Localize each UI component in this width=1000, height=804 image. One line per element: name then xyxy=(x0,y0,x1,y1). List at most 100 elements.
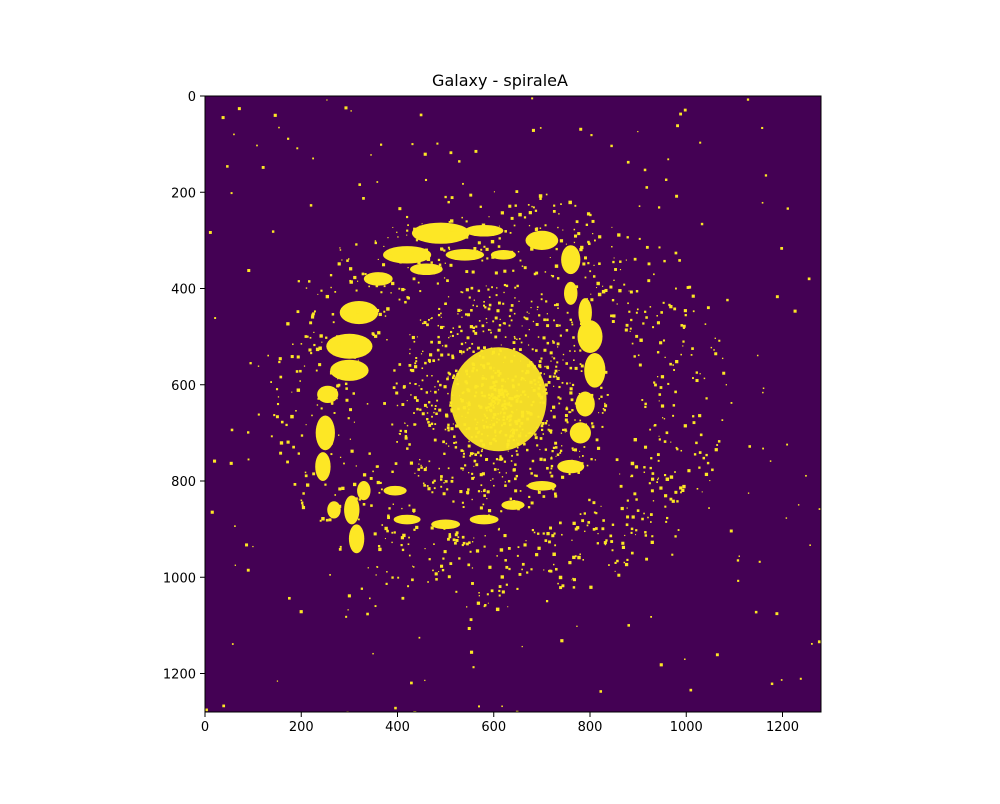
galaxy-speck xyxy=(510,410,513,413)
spiral-arm-speck xyxy=(341,259,343,261)
spiral-arm-speck xyxy=(386,307,390,311)
spiral-arm-speck xyxy=(716,444,719,446)
star-point xyxy=(270,381,273,383)
star-point xyxy=(252,545,254,548)
spiral-arm-speck xyxy=(374,241,377,245)
spiral-arm-speck xyxy=(355,243,358,246)
galaxy-speck xyxy=(433,411,435,414)
galaxy-speck xyxy=(534,436,538,440)
spiral-arm-segment xyxy=(326,333,373,359)
galaxy-speck xyxy=(466,492,469,495)
spiral-arm-speck xyxy=(673,307,677,311)
spiral-arm-speck xyxy=(710,346,713,349)
galaxy-speck xyxy=(462,469,464,471)
galaxy-speck xyxy=(554,494,558,498)
spiral-arm-speck xyxy=(652,326,655,329)
spiral-arm-speck xyxy=(378,284,380,286)
galaxy-speck xyxy=(516,409,518,411)
star-point xyxy=(394,706,397,710)
galaxy-speck xyxy=(544,388,547,391)
spiral-arm-speck xyxy=(626,515,630,519)
spiral-arm-speck xyxy=(577,555,581,560)
star-point xyxy=(560,639,564,643)
galaxy-speck xyxy=(448,445,450,447)
spiral-arm-speck xyxy=(534,227,538,231)
spiral-arm-speck xyxy=(430,261,433,264)
galaxy-speck xyxy=(464,380,467,383)
galaxy-speck xyxy=(530,501,534,505)
galaxy-speck xyxy=(568,411,571,414)
galaxy-speck xyxy=(602,407,605,410)
galaxy-speck xyxy=(478,354,481,357)
spiral-arm-speck xyxy=(347,417,350,420)
star-point xyxy=(334,494,337,496)
galaxy-speck xyxy=(509,431,512,433)
spiral-arm-segment xyxy=(363,272,393,286)
galaxy-speck xyxy=(421,412,425,416)
spiral-arm-speck xyxy=(625,323,629,327)
galaxy-speck xyxy=(427,487,431,491)
galaxy-speck xyxy=(471,498,473,501)
galaxy-speck xyxy=(526,448,529,452)
galaxy-speck xyxy=(547,381,551,384)
star-point xyxy=(287,137,290,140)
spiral-arm-speck xyxy=(343,462,345,465)
spiral-arm-speck xyxy=(371,306,375,310)
galaxy-speck xyxy=(572,449,575,452)
spiral-arm-speck xyxy=(311,414,313,417)
spiral-arm-speck xyxy=(331,402,334,405)
spiral-arm-speck xyxy=(592,501,596,505)
chart-title: Galaxy - spiraleA xyxy=(432,71,568,90)
spiral-arm-speck xyxy=(664,356,666,359)
spiral-arm-speck xyxy=(698,466,701,469)
spiral-arm-segment xyxy=(564,281,578,305)
star-point xyxy=(544,383,548,387)
galaxy-speck xyxy=(531,432,533,435)
spiral-arm-speck xyxy=(401,287,405,292)
galaxy-speck xyxy=(430,340,433,344)
galaxy-speck xyxy=(461,501,464,504)
spiral-arm-speck xyxy=(488,565,492,569)
spiral-arm-speck xyxy=(408,504,411,507)
spiral-arm-speck xyxy=(647,516,649,519)
star-point xyxy=(261,165,265,169)
star-point xyxy=(517,250,520,253)
spiral-arm-speck xyxy=(338,547,342,551)
spiral-arm-speck xyxy=(388,507,391,510)
spiral-arm-speck xyxy=(588,498,591,502)
galaxy-speck xyxy=(552,340,554,342)
galaxy-speck xyxy=(512,468,516,472)
spiral-arm-speck xyxy=(696,487,699,490)
spiral-arm-speck xyxy=(525,540,527,542)
spiral-arm-speck xyxy=(434,572,438,576)
spiral-arm-speck xyxy=(413,227,416,231)
star-point xyxy=(818,508,821,510)
galaxy-speck xyxy=(535,349,538,352)
galaxy-speck xyxy=(508,324,511,327)
spiral-arm-segment xyxy=(527,481,557,491)
galaxy-speck xyxy=(527,344,530,346)
star-point xyxy=(245,543,249,547)
star-point xyxy=(233,133,235,136)
galaxy-speck xyxy=(601,412,604,414)
galaxy-speck xyxy=(477,451,480,454)
galaxy-speck xyxy=(529,411,532,415)
star-point xyxy=(424,679,426,682)
galaxy-speck xyxy=(486,497,488,500)
spiral-arm-speck xyxy=(329,393,334,398)
galaxy-speck xyxy=(481,376,485,380)
spiral-arm-speck xyxy=(344,504,348,508)
star-point xyxy=(810,642,813,645)
galaxy-speck xyxy=(496,309,500,313)
galaxy-speck xyxy=(446,488,449,491)
galaxy-speck xyxy=(396,441,398,443)
spiral-arm-speck xyxy=(353,421,356,423)
galaxy-speck xyxy=(483,377,486,380)
galaxy-speck xyxy=(546,313,548,315)
spiral-arm-speck xyxy=(336,398,338,400)
galaxy-speck xyxy=(537,415,540,418)
star-point xyxy=(419,290,422,293)
galaxy-speck xyxy=(431,481,435,484)
star-point xyxy=(481,227,484,230)
galaxy-speck xyxy=(529,467,532,470)
